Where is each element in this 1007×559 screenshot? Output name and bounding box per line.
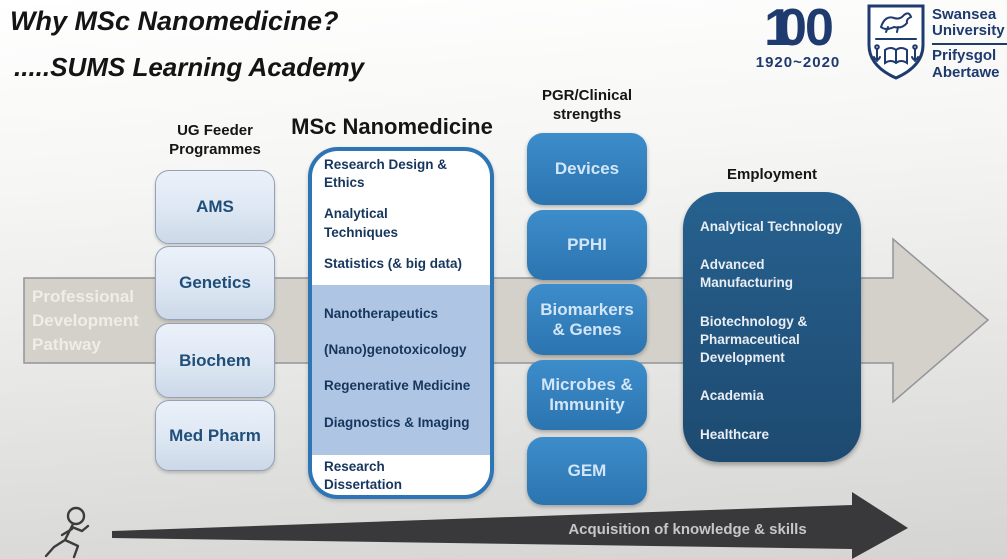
skills-arrow-label: Acquisition of knowledge & skills xyxy=(568,521,807,538)
pgr-box-microbes: Microbes & Immunity xyxy=(527,360,647,430)
ug-box-biochem: Biochem xyxy=(155,323,275,398)
employment-header: Employment xyxy=(726,166,817,183)
pgr-box-pphi: PPHI xyxy=(527,210,647,280)
module-diagnostics-imaging: Diagnostics & Imaging xyxy=(324,414,470,430)
pgr-header: PGR/Clinical strengths xyxy=(541,87,633,123)
slide-subtitle: .....SUMS Learning Academy xyxy=(14,52,365,82)
university-name-cy: Prifysgol Abertawe xyxy=(932,47,1000,81)
module-research-design-ethics: Research Design & Ethics xyxy=(324,157,448,191)
module-nanotherapeutics: Nanotherapeutics xyxy=(324,306,439,321)
msc-core-section: Research Design & Ethics Analytical Tech… xyxy=(312,151,490,285)
university-name-en: Swansea University xyxy=(932,6,1005,40)
university-name-divider xyxy=(932,43,1007,46)
pathway-arrow-label: Professional Development Pathway xyxy=(32,287,139,354)
employment-advanced-manufacturing: Advanced Manufacturing xyxy=(700,257,793,291)
msc-specialist-section: Nanotherapeutics (Nano)genotoxicology Re… xyxy=(312,285,490,455)
pgr-box-devices: Devices xyxy=(527,133,647,205)
employment-academia: Academia xyxy=(700,388,764,404)
employment-panel: Analytical Technology Advanced Manufactu… xyxy=(683,192,861,462)
university-crest-icon xyxy=(867,4,925,80)
ug-box-medpharm: Med Pharm xyxy=(155,400,275,471)
ug-box-genetics: Genetics xyxy=(155,246,275,320)
running-person-icon xyxy=(44,506,90,559)
pgr-box-biomarkers: Biomarkers & Genes xyxy=(527,284,647,355)
module-regenerative-medicine: Regenerative Medicine xyxy=(324,378,471,394)
msc-dissertation-section: Research Dissertation xyxy=(312,455,490,494)
centenary-years: 1920~2020 xyxy=(755,54,841,72)
employment-biotech-pharma: Biotechnology & Pharmaceutical Developme… xyxy=(700,313,808,366)
msc-header: MSc Nanomedicine xyxy=(291,114,493,139)
ug-feeder-header: UG Feeder Programmes xyxy=(169,122,261,158)
pgr-box-gem: GEM xyxy=(527,437,647,505)
module-analytical-techniques: Analytical Techniques xyxy=(324,206,399,240)
centenary-logo: 100 1920~2020 xyxy=(732,0,864,72)
ug-box-ams: AMS xyxy=(155,170,275,244)
university-name: Swansea University Prifysgol Abertawe xyxy=(932,6,1007,81)
centenary-number: 100 xyxy=(764,0,834,57)
msc-modules-panel: Research Design & Ethics Analytical Tech… xyxy=(308,147,494,499)
module-statistics: Statistics (& big data) xyxy=(324,255,463,271)
slide-title: Why MSc Nanomedicine? xyxy=(10,6,339,36)
employment-healthcare: Healthcare xyxy=(700,426,770,442)
module-research-dissertation: Research Dissertation xyxy=(324,459,403,493)
skills-arrow-shape xyxy=(112,492,908,559)
module-nanogenotoxicology: (Nano)genotoxicology xyxy=(324,342,467,358)
employment-analytical-technology: Analytical Technology xyxy=(700,219,843,234)
